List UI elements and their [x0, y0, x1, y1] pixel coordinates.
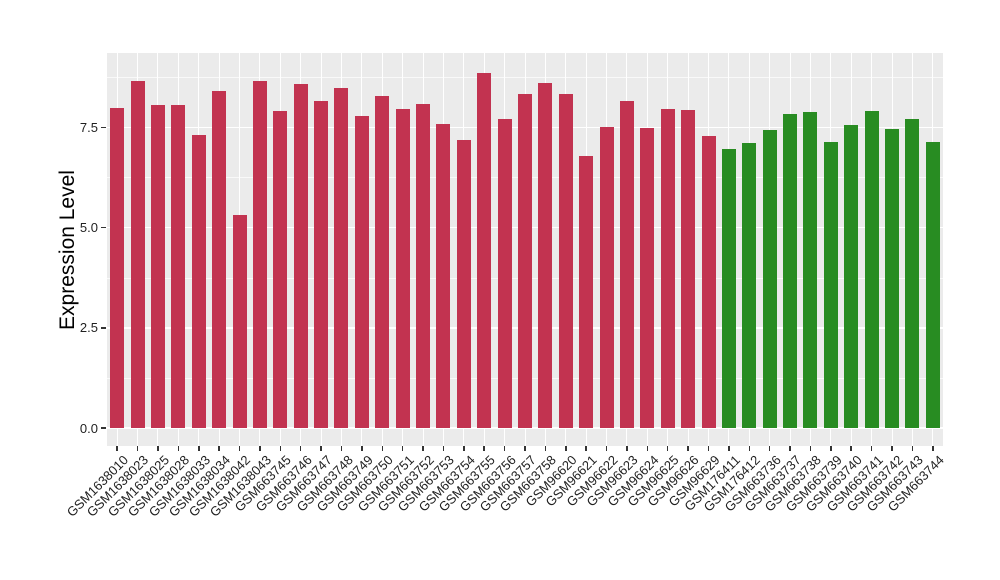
bar	[232, 215, 247, 428]
bar	[212, 91, 227, 428]
x-tick-mark	[177, 446, 180, 451]
x-tick-mark	[911, 446, 914, 451]
bar	[599, 126, 614, 428]
x-tick-mark	[218, 446, 220, 451]
y-tick-label: 7.5	[79, 119, 98, 135]
bar	[885, 128, 900, 428]
x-tick-mark	[585, 446, 587, 451]
x-tick-mark	[870, 446, 873, 451]
x-tick-mark	[401, 446, 404, 451]
x-tick-mark	[646, 446, 649, 451]
bar	[905, 118, 920, 428]
x-tick-mark	[259, 446, 261, 451]
x-tick-mark	[789, 446, 791, 451]
bar	[762, 130, 777, 428]
x-tick-mark	[728, 446, 730, 451]
bar	[701, 136, 716, 428]
bar	[640, 128, 655, 428]
bar	[293, 83, 308, 428]
bar	[354, 116, 369, 428]
x-tick-mark	[932, 446, 934, 451]
x-tick-mark	[299, 446, 302, 451]
bar	[518, 93, 532, 428]
bar	[375, 95, 390, 428]
bar	[395, 108, 410, 428]
x-tick-mark	[503, 446, 506, 451]
x-tick-mark	[666, 446, 669, 451]
y-tick-label: 5.0	[79, 220, 98, 235]
bar	[721, 148, 736, 428]
bar	[803, 112, 818, 428]
x-tick-mark	[238, 446, 241, 451]
y-tick-mark	[101, 226, 106, 229]
bar	[436, 124, 451, 428]
bar	[477, 73, 492, 428]
x-tick-mark	[830, 446, 832, 451]
x-tick-mark	[707, 446, 710, 451]
bar	[660, 108, 675, 428]
x-tick-mark	[198, 446, 200, 451]
bar	[783, 114, 798, 428]
bar	[130, 81, 145, 428]
x-tick-mark	[463, 446, 465, 451]
y-tick-label: 2.5	[79, 320, 98, 336]
x-tick-mark	[565, 446, 567, 451]
bar	[823, 142, 838, 428]
x-tick-mark	[605, 446, 608, 451]
y-tick-label: 0.0	[79, 420, 98, 436]
bar	[171, 105, 186, 428]
plot-panel	[107, 53, 943, 446]
bar	[273, 111, 288, 428]
bar	[864, 111, 879, 428]
x-tick-mark	[687, 446, 689, 451]
x-tick-mark	[768, 446, 771, 451]
x-tick-mark	[279, 446, 282, 451]
x-tick-mark	[544, 446, 547, 451]
bar	[742, 142, 757, 428]
bar	[252, 81, 267, 428]
bar	[456, 140, 471, 428]
bar	[314, 101, 329, 428]
x-tick-mark	[442, 446, 445, 451]
x-tick-mark	[809, 446, 812, 451]
x-tick-mark	[483, 446, 485, 451]
y-tick-mark	[101, 427, 106, 429]
y-tick-mark	[101, 327, 106, 329]
bar	[150, 105, 165, 428]
x-tick-mark	[891, 446, 893, 451]
bar	[558, 93, 573, 428]
y-tick-mark	[101, 126, 106, 128]
x-tick-mark	[748, 446, 751, 451]
x-tick-mark	[626, 446, 628, 451]
bar	[334, 87, 349, 428]
bar	[497, 118, 512, 428]
x-tick-mark	[422, 446, 424, 451]
bar	[925, 142, 940, 428]
x-tick-mark	[320, 446, 322, 451]
bar	[538, 83, 553, 428]
x-tick-mark	[381, 446, 384, 451]
x-tick-mark	[850, 446, 852, 451]
bar	[579, 156, 594, 428]
x-tick-mark	[361, 446, 363, 451]
x-tick-mark	[136, 446, 139, 451]
x-tick-mark	[524, 446, 526, 451]
bar	[110, 108, 125, 428]
bar	[416, 103, 431, 428]
bar	[681, 110, 696, 428]
bar	[619, 101, 634, 428]
x-tick-mark	[116, 446, 118, 451]
x-tick-mark	[340, 446, 343, 451]
bar	[191, 134, 206, 428]
y-axis-title: Expression Level	[56, 170, 79, 330]
x-tick-mark	[157, 446, 159, 451]
bar	[844, 124, 859, 428]
